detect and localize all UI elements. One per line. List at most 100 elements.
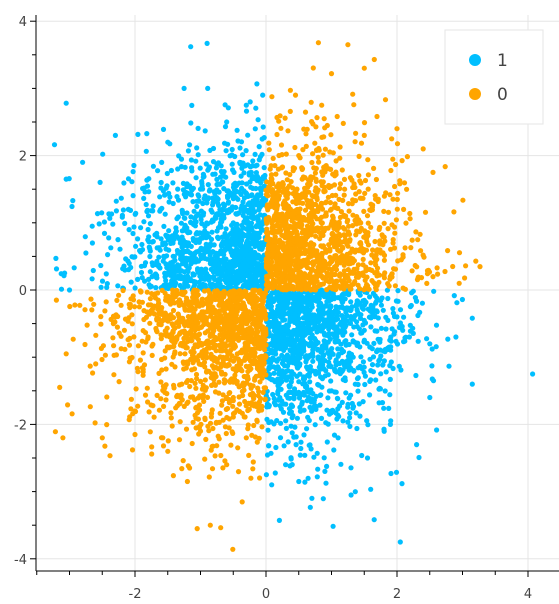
data-point-series-1 [223, 226, 229, 232]
data-point-series-0 [313, 233, 319, 239]
data-point-series-1 [260, 92, 266, 98]
data-point-series-1 [242, 216, 248, 222]
data-point-series-1 [342, 291, 348, 297]
data-point-series-0 [189, 333, 195, 340]
data-point-series-1 [250, 185, 256, 191]
data-point-series-1 [201, 269, 207, 275]
data-point-series-1 [294, 336, 300, 342]
data-point-series-0 [326, 184, 332, 191]
data-point-series-1 [275, 329, 281, 335]
data-point-series-0 [299, 250, 306, 256]
data-point-series-0 [162, 348, 168, 354]
data-point-series-0 [223, 347, 229, 354]
data-point-series-0 [360, 195, 366, 201]
data-point-series-1 [349, 332, 355, 338]
data-point-series-0 [317, 262, 323, 269]
data-point-series-1 [387, 392, 393, 398]
data-point-series-0 [473, 258, 479, 264]
data-point-series-0 [149, 352, 155, 358]
data-point-series-0 [264, 277, 270, 283]
data-point-series-1 [185, 248, 191, 255]
data-point-series-1 [178, 156, 185, 162]
data-point-series-1 [328, 378, 334, 384]
data-point-series-0 [290, 168, 296, 174]
data-point-series-0 [259, 403, 265, 409]
data-point-series-1 [294, 373, 300, 379]
data-point-series-1 [270, 350, 276, 356]
data-point-series-1 [138, 263, 144, 269]
data-point-series-1 [275, 380, 281, 386]
data-point-series-1 [290, 351, 296, 357]
data-point-series-1 [186, 277, 192, 283]
data-point-series-0 [129, 321, 135, 327]
data-point-series-0 [337, 144, 343, 150]
data-point-series-1 [362, 381, 368, 388]
data-point-series-1 [197, 165, 203, 171]
data-point-series-1 [373, 377, 379, 383]
data-point-series-0 [392, 183, 398, 190]
data-point-series-0 [239, 382, 245, 388]
data-point-series-0 [226, 314, 232, 320]
data-point-series-1 [415, 338, 421, 344]
data-point-series-0 [355, 270, 361, 276]
data-point-series-1 [304, 426, 310, 432]
data-point-series-0 [409, 237, 415, 243]
data-point-series-0 [219, 398, 225, 404]
data-point-series-1 [188, 157, 194, 163]
data-point-series-0 [237, 408, 243, 415]
data-point-series-0 [327, 284, 333, 290]
data-point-series-1 [248, 204, 255, 210]
data-point-series-1 [147, 269, 153, 275]
data-point-series-0 [268, 163, 274, 169]
data-point-series-1 [195, 152, 201, 158]
data-point-series-1 [334, 313, 340, 319]
data-point-series-0 [333, 169, 339, 175]
data-point-series-1 [283, 357, 289, 363]
data-point-series-1 [317, 288, 324, 294]
data-point-series-0 [210, 425, 216, 432]
data-point-series-1 [397, 539, 403, 545]
data-point-series-1 [347, 320, 354, 326]
data-point-series-1 [300, 338, 306, 344]
data-point-series-0 [224, 414, 230, 421]
data-point-series-0 [344, 272, 350, 279]
data-point-series-0 [195, 416, 201, 422]
data-point-series-0 [236, 329, 242, 335]
data-point-series-0 [235, 366, 242, 372]
data-point-series-0 [353, 247, 359, 253]
data-point-series-0 [280, 189, 286, 195]
data-point-series-0 [381, 208, 387, 214]
data-point-series-1 [66, 287, 73, 293]
data-point-series-1 [324, 439, 330, 445]
data-point-series-0 [354, 228, 360, 234]
data-point-series-1 [343, 338, 349, 344]
data-point-series-1 [224, 234, 230, 240]
data-point-series-0 [350, 223, 356, 229]
data-point-series-1 [167, 194, 173, 200]
data-points [51, 40, 536, 552]
data-point-series-1 [271, 400, 277, 406]
data-point-series-1 [224, 119, 230, 125]
data-point-series-0 [434, 265, 440, 271]
data-point-series-1 [288, 333, 294, 339]
data-point-series-0 [397, 178, 403, 184]
data-point-series-1 [337, 403, 343, 409]
data-point-series-1 [256, 234, 262, 240]
data-point-series-1 [210, 202, 216, 208]
data-point-series-0 [350, 212, 356, 218]
data-point-series-1 [315, 307, 321, 313]
data-point-series-0 [263, 353, 269, 359]
data-point-series-0 [183, 298, 189, 305]
data-point-series-0 [229, 342, 235, 348]
data-point-series-1 [365, 422, 371, 428]
data-point-series-1 [255, 117, 261, 123]
data-point-series-0 [275, 166, 281, 172]
data-point-series-0 [154, 392, 160, 398]
data-point-series-0 [65, 402, 71, 408]
data-point-series-1 [226, 268, 232, 274]
data-point-series-1 [361, 337, 367, 343]
data-point-series-1 [319, 366, 325, 372]
data-point-series-0 [338, 209, 344, 215]
data-point-series-0 [332, 271, 338, 277]
data-point-series-1 [192, 219, 198, 225]
